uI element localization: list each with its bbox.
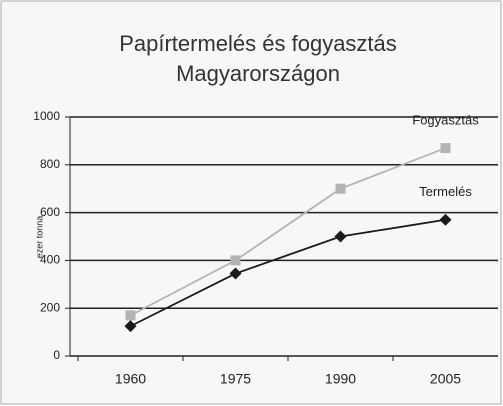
series-label: Termelés [419,184,472,199]
point [125,310,136,321]
point [124,320,137,333]
point [335,183,346,194]
y-tick-label: 400 [40,253,60,267]
point [440,143,451,154]
point [334,230,347,243]
chart-title: Magyarországon [176,61,340,86]
y-tick-label: 1000 [33,109,60,123]
series-label: Fogyasztás [412,113,479,128]
x-tick-label: 1990 [325,371,356,387]
y-tick-label: 0 [53,348,60,362]
x-tick-label: 1960 [115,371,146,387]
y-tick-label: 800 [40,157,60,171]
point [439,213,452,226]
y-axis-label: ezer tonna [34,216,44,259]
y-tick-label: 200 [40,300,60,314]
x-tick-label: 2005 [430,371,461,387]
point [230,255,241,266]
series-line [130,147,446,317]
x-tick-label: 1975 [220,371,251,387]
point [229,267,242,280]
y-tick-label: 600 [40,205,60,219]
series-line [130,218,446,327]
chart-title: Papírtermelés és fogyasztás [119,31,397,56]
